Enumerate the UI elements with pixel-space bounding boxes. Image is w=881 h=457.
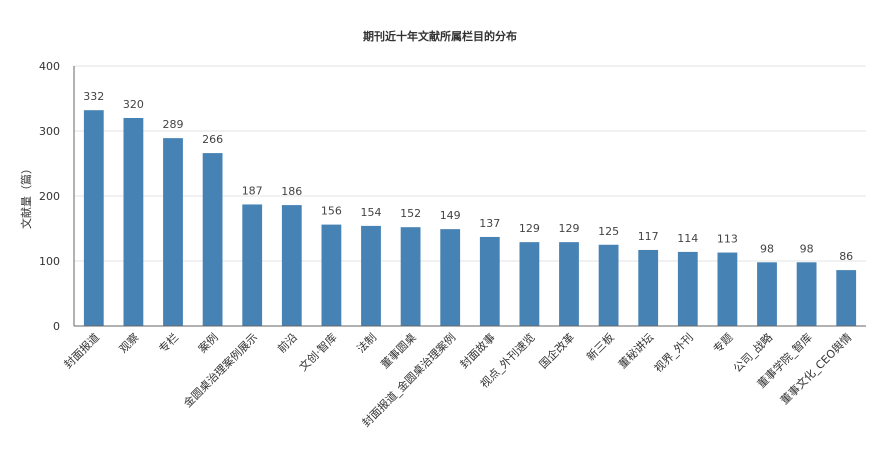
data-label-6: 156	[321, 205, 342, 218]
x-tick-label-5: 前沿	[274, 330, 299, 355]
bar-10	[479, 236, 500, 326]
data-label-19: 86	[839, 250, 853, 263]
bar-12	[559, 242, 579, 326]
data-label-1: 320	[123, 98, 144, 111]
gridlines	[74, 65, 866, 262]
bar-18	[796, 262, 817, 326]
data-label-14: 117	[638, 230, 659, 243]
x-tick-label-3: 案例	[195, 330, 220, 355]
x-tick-label-7: 法制	[354, 330, 379, 355]
bar-0	[83, 110, 104, 326]
x-tick-label-1: 观察	[116, 330, 141, 355]
x-tick-label-19: 董事文化_CEO舆情	[777, 330, 854, 407]
data-label-17: 98	[760, 242, 774, 255]
x-tick-label-16: 专题	[710, 330, 735, 355]
y-axis-title: 文献量（篇）	[19, 163, 33, 229]
bars	[83, 110, 857, 326]
data-label-5: 186	[281, 185, 302, 198]
x-tick-label-13: 新三板	[583, 330, 616, 363]
data-label-18: 98	[800, 242, 814, 255]
bar-4	[242, 204, 263, 326]
bar-1	[123, 118, 144, 326]
data-label-3: 266	[202, 133, 223, 146]
bar-13	[598, 244, 619, 326]
data-label-8: 152	[400, 207, 421, 220]
data-label-0: 332	[83, 90, 104, 103]
data-label-2: 289	[163, 118, 184, 131]
x-tick-label-0: 封面报道	[61, 330, 102, 371]
bar-14	[638, 249, 659, 326]
data-label-13: 125	[598, 225, 619, 238]
data-label-4: 187	[242, 184, 263, 197]
y-axis-ticks: 0 100 200 300 400	[39, 60, 60, 333]
data-label-12: 129	[559, 222, 580, 235]
x-tick-label-6: 文创·智库	[296, 330, 339, 373]
bar-16	[717, 252, 738, 326]
data-label-7: 154	[361, 206, 382, 219]
bar-3	[202, 153, 223, 326]
bar-15	[677, 251, 698, 326]
data-label-9: 149	[440, 209, 461, 222]
bar-19	[836, 270, 857, 326]
bar-8	[400, 227, 421, 326]
chart-title: 期刊近十年文献所属栏目的分布	[363, 29, 517, 43]
x-tick-label-12: 国企改革	[536, 330, 577, 371]
y-tick-label-3: 300	[39, 125, 60, 138]
x-tick-label-2: 专栏	[156, 330, 181, 355]
bar-5	[281, 205, 302, 326]
bar-6	[321, 224, 342, 326]
bar-2	[163, 138, 183, 326]
x-tick-label-15: 视界_外刊	[651, 330, 696, 375]
y-tick-label-0: 0	[53, 320, 60, 333]
data-labels: 332 320 289 266 187 186 156 154 152 149 137 129 129 1…	[83, 90, 853, 263]
data-label-10: 137	[479, 217, 500, 230]
y-tick-label-4: 400	[39, 60, 60, 73]
data-label-15: 114	[677, 232, 698, 245]
x-tick-label-4: 金圆桌治理案例展示	[180, 330, 260, 410]
data-label-11: 129	[519, 222, 540, 235]
bar-11	[519, 242, 540, 326]
bar-9	[440, 229, 461, 326]
x-tick-label-10: 封面故事	[457, 330, 498, 371]
y-tick-label-2: 200	[39, 190, 60, 203]
x-tick-label-8: 董事圆桌	[378, 331, 418, 371]
y-tick-label-1: 100	[39, 255, 60, 268]
data-label-16: 113	[717, 233, 738, 246]
x-tick-label-14: 董秘讲坛	[615, 330, 656, 371]
bar-7	[361, 225, 381, 326]
bar-17	[757, 262, 777, 326]
